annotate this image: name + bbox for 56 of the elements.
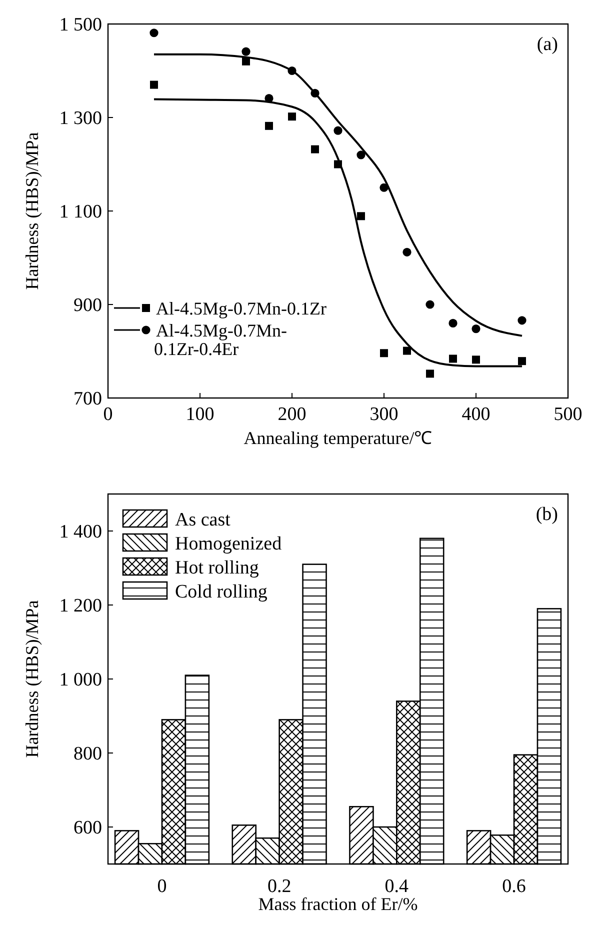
point <box>150 80 158 89</box>
point <box>472 356 480 364</box>
y-tick-label: 1 300 <box>59 108 102 130</box>
y-tick-label: 1 100 <box>59 202 102 223</box>
legend-label: Homogenized <box>175 534 282 555</box>
point <box>472 324 480 334</box>
x-tick-label: 200 <box>278 404 306 425</box>
point <box>518 357 526 366</box>
point <box>242 57 250 66</box>
point <box>449 354 457 363</box>
legend-label: Cold rolling <box>175 582 268 603</box>
point <box>356 150 366 160</box>
legend-label: Al-4.5Mg-0.7Mn-0.1Zr <box>156 298 326 318</box>
point <box>242 47 250 56</box>
point <box>518 316 526 325</box>
point <box>426 300 434 309</box>
point <box>403 346 411 355</box>
annotation: (a) <box>536 34 558 55</box>
point <box>380 183 388 192</box>
x-tick-label: 500 <box>554 404 582 425</box>
point <box>311 145 319 154</box>
x-axis-title: Annealing temperature/℃ <box>244 428 432 448</box>
y-tick-label: 700 <box>74 388 102 410</box>
point <box>334 126 342 135</box>
point <box>357 212 365 220</box>
legend-label: Al-4.5Mg-0.7Mn-0.1Zr-0.4Er <box>154 320 287 360</box>
x-tick-label: 300 <box>370 404 398 425</box>
y-tick-label: 1 500 <box>59 14 102 36</box>
legend: Al-4.5Mg-0.7Mn-0.1Zr <box>114 298 326 318</box>
y-tick-label: 1 200 <box>59 596 102 617</box>
point <box>402 248 412 256</box>
point <box>380 349 388 358</box>
x-tick-label: 0.6 <box>502 876 526 897</box>
x-tick-label: 0 <box>103 404 113 425</box>
x-tick-label: 0.2 <box>267 876 292 897</box>
point <box>288 112 296 121</box>
legend-label: Hot rolling <box>175 558 260 579</box>
point <box>150 28 158 38</box>
x-tick-label: 0.4 <box>384 876 410 897</box>
x-tick-label: 400 <box>462 404 490 425</box>
point <box>426 370 434 378</box>
y-tick-label: 800 <box>74 744 102 765</box>
legend-label: As cast <box>175 510 232 531</box>
y-tick-label: 900 <box>74 295 102 316</box>
point <box>448 318 458 328</box>
y-axis-title: Hardness (HBS)/MPa <box>22 132 42 290</box>
x-tick-label: 100 <box>186 404 214 425</box>
x-tick-label: 0 <box>157 876 167 897</box>
legend: Al-4.5Mg-0.7Mn-0.1Zr-0.4Er <box>114 320 287 360</box>
x-axis-title: Mass fraction of Er/% <box>258 894 418 914</box>
y-axis-title: Hardness (HBS)/MPa <box>22 600 42 758</box>
annotation: (b) <box>536 504 558 525</box>
y-tick-label: 1 000 <box>59 670 102 691</box>
point <box>265 122 273 130</box>
y-tick-label: 600 <box>74 818 102 839</box>
y-tick-label: 1 400 <box>59 522 102 543</box>
